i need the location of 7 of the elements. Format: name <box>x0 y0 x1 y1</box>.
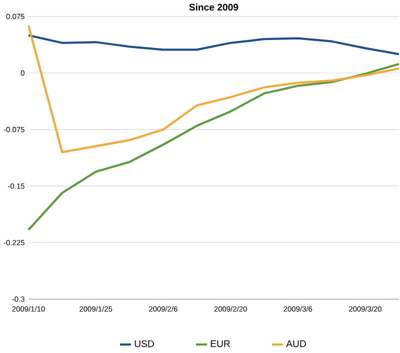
line-series <box>27 34 400 56</box>
line-series <box>27 24 400 154</box>
legend-label: USD <box>134 340 154 348</box>
legend-label: AUD <box>286 340 306 348</box>
chart-title: Since 2009 <box>189 4 238 11</box>
line-series <box>27 62 400 231</box>
legend-label: EUR <box>210 340 230 348</box>
